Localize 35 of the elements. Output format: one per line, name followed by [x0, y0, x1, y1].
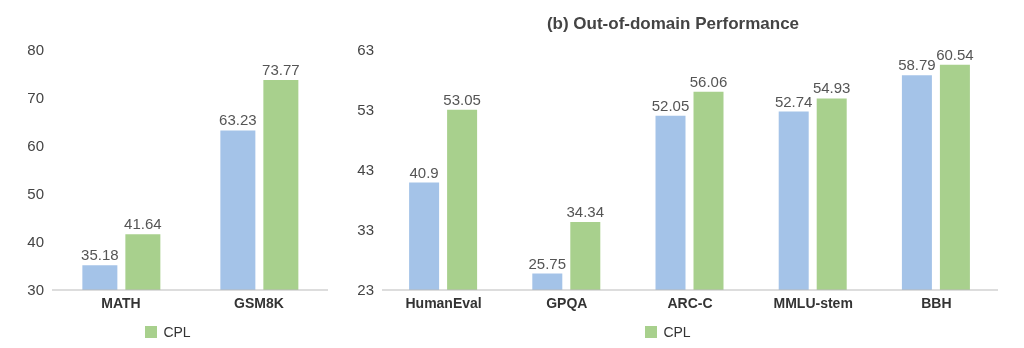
y-tick-label: 80 [27, 41, 44, 59]
x-tick-label: HumanEval [405, 294, 482, 311]
data-label: 34.34 [566, 202, 605, 220]
data-label: 52.74 [774, 92, 813, 110]
y-tick-label: 33 [357, 221, 374, 239]
x-tick-label: MMLU-stem [773, 294, 853, 311]
data-label: 60.54 [936, 45, 974, 63]
chart-title: (b) Out-of-domain Performance [545, 13, 801, 35]
data-label: 63.23 [219, 111, 257, 129]
data-label: 41.64 [124, 215, 162, 233]
legend-label: CPL [663, 324, 691, 340]
data-label: 73.77 [262, 60, 300, 78]
y-tick-label: 60 [27, 137, 44, 155]
x-tick-label: GPQA [546, 294, 588, 311]
data-label: 25.75 [528, 254, 567, 272]
y-tick-label: 50 [27, 185, 44, 203]
y-tick-label: 43 [357, 161, 374, 179]
data-label: 53.05 [443, 90, 481, 108]
data-label: 35.18 [81, 246, 119, 264]
data-label: 58.79 [898, 56, 936, 74]
data-label: 40.9 [409, 163, 439, 181]
x-tick-label: BBH [921, 294, 952, 311]
legend-label: CPL [163, 324, 191, 340]
y-tick-label: 30 [27, 281, 44, 299]
data-label: 54.93 [812, 79, 851, 97]
data-label: 52.05 [651, 96, 690, 114]
y-tick-label: 23 [357, 281, 374, 299]
x-tick-label: ARC-C [667, 294, 713, 311]
x-tick-label: MATH [101, 294, 141, 311]
y-tick-label: 53 [357, 101, 374, 119]
x-tick-label: GSM8K [234, 294, 284, 311]
y-tick-label: 63 [357, 41, 374, 59]
y-tick-label: 70 [27, 89, 44, 107]
y-tick-label: 40 [27, 233, 44, 251]
data-label: 56.06 [689, 72, 728, 90]
